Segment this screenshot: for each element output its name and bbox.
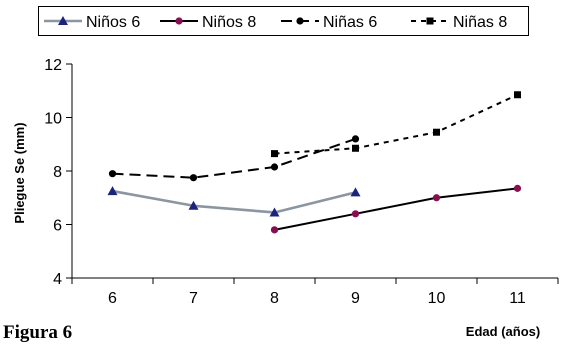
legend-swatch-marker [58,16,68,25]
data-point [270,226,279,234]
axes: 4 6 8 10 12 6 7 8 9 10 11 Pliegue Se (mm) Edad (años… [12,57,559,339]
data-point [188,200,199,210]
series-2 [270,184,522,234]
x-tick-label: 8 [270,290,279,307]
data-point [433,128,440,136]
series-line [112,189,356,214]
figure-caption: Figura 6 [3,322,73,343]
series-line [274,187,518,231]
x-tick-label: 6 [108,290,117,307]
data-point [271,150,278,158]
series-1 [107,186,361,217]
series-3 [108,135,360,182]
data-point [189,174,198,182]
x-tick-label: 7 [189,290,198,307]
data-point [351,210,360,218]
data-point [107,186,118,196]
series-4 [271,91,521,158]
data-point [432,194,441,202]
x-tick-label: 11 [509,290,526,307]
y-tick-label: 8 [53,164,62,181]
series-layer [107,91,522,234]
legend-entry: Niños 8 [160,14,256,31]
data-point [108,170,117,178]
legend-label: Niñas 6 [323,14,377,31]
data-point [350,187,361,197]
legend: Niños 6 Niños 8 Niñas 6 Niñas 8 [38,6,529,36]
legend-swatch-marker [426,17,434,25]
legend-swatch-marker [175,17,183,25]
legend-label: Niñas 8 [453,14,507,31]
legend-label: Niños 8 [202,14,256,31]
legend-entry: Niñas 8 [411,14,507,31]
y-tick-label: 6 [53,218,62,235]
series-line [112,137,356,179]
legend-entry: Niñas 6 [281,14,377,31]
y-tick-label: 12 [44,57,62,74]
x-tick-label: 9 [351,290,360,307]
legend-swatch-marker [296,17,304,25]
y-tick-label: 10 [44,111,62,128]
data-point [351,135,360,143]
x-axis-title: Edad (años) [466,324,540,339]
x-tick-label: 10 [428,290,446,307]
y-tick-label: 4 [53,271,62,288]
legend-entry: Niños 6 [44,14,140,31]
data-point [269,207,280,217]
series-line [274,93,518,155]
data-point [514,91,521,99]
data-point [352,144,359,152]
data-point [513,184,522,192]
legend-label: Niños 6 [86,14,140,31]
data-point [270,163,279,171]
y-axis-title: Pliegue Se (mm) [12,122,27,223]
